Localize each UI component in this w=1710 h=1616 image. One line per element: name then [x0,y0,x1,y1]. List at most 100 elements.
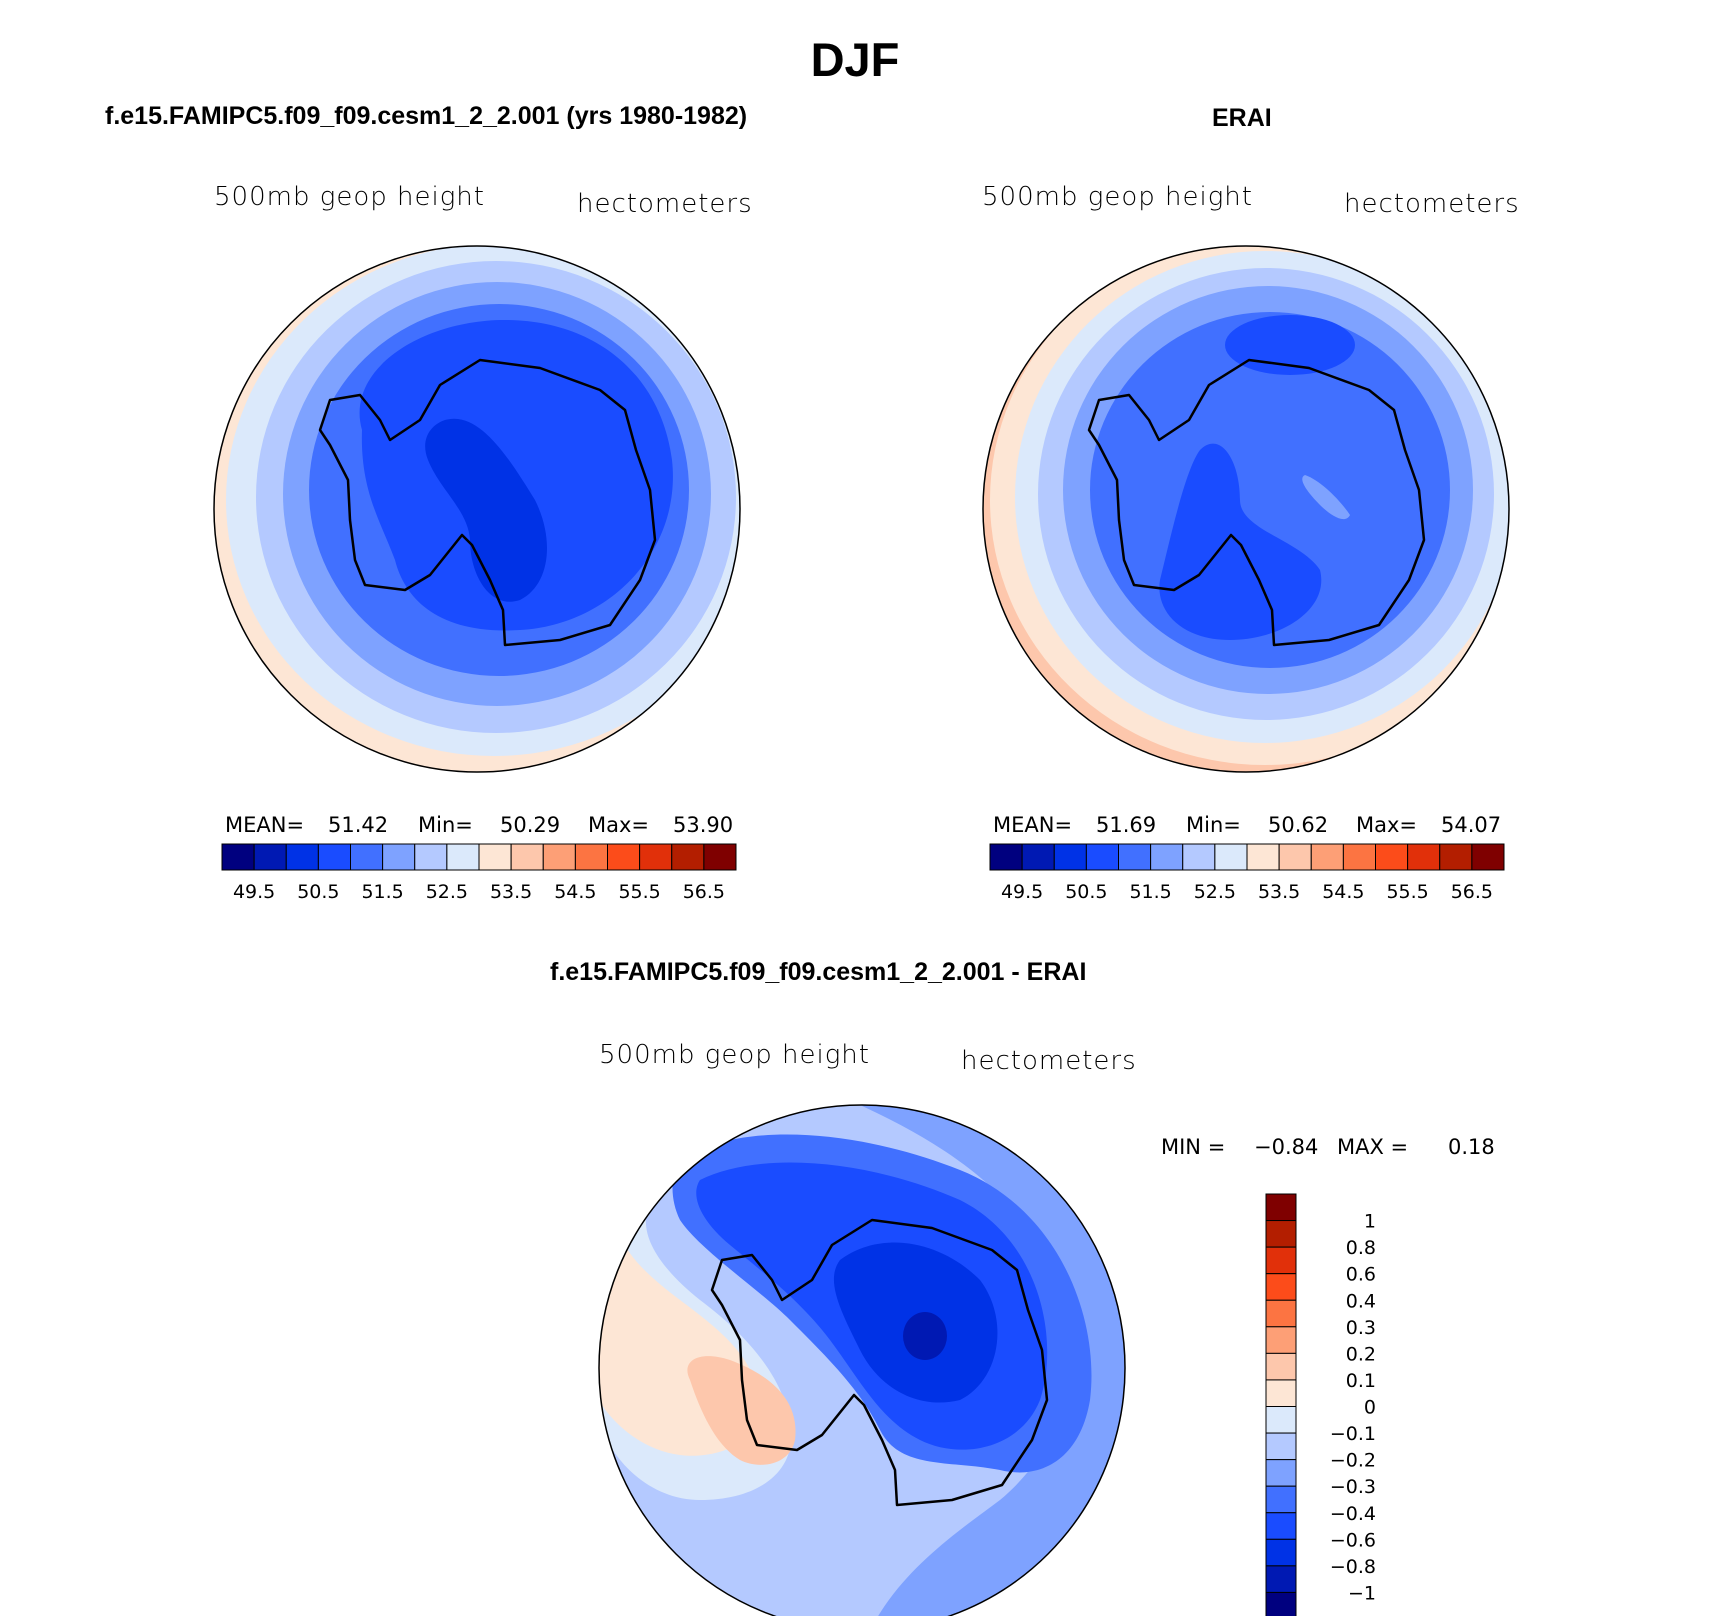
panel3-colorbar-cell-13 [1265,1538,1297,1567]
panel2-antarctica-coastline [1087,358,1426,647]
panel1-min-value: 50.29 [500,813,561,837]
panel3-colorbar-tick-label: 0.6 [1346,1264,1376,1286]
panel2-colorbar-cell-12 [1375,843,1409,871]
panel1-colorbar-cell-8 [478,843,512,871]
panel3-antarctica-coastline [710,1218,1049,1507]
panel1-colorbar-cell-9 [510,843,544,871]
panel3-variable-label: 500mb geop height [599,1040,870,1070]
panel3-field-minus-0-2 [860,1105,1125,1616]
panel3-map-border [598,1104,1126,1616]
panel1-antarctica-coastline [318,358,657,647]
panel1-min-label: Min= [418,813,473,837]
panel2-colorbar-cell-2 [1053,843,1087,871]
panel1-max-label: Max= [588,813,650,837]
panel3-colorbar-tick-label: 0.1 [1346,1370,1376,1392]
panel2-max-label: Max= [1356,813,1418,837]
panel1-colorbar-cell-15 [703,843,737,871]
panel2-colorbar-cell-6 [1182,843,1216,871]
panel2-colorbar-tick-label: 54.5 [1322,881,1364,903]
panel1-colorbar-cell-13 [639,843,673,871]
panel2-variable-label: 500mb geop height [982,182,1253,212]
panel3-colorbar-tick-label: 0.2 [1346,1343,1376,1365]
panel3-colorbar-cell-4 [1265,1299,1297,1328]
panel2-field-50-5-low [1159,443,1322,640]
panel1-colorbar-tick-label: 50.5 [297,881,339,903]
panel3-min-value: −0.84 [1254,1135,1319,1159]
panel2-max-value: 54.07 [1441,813,1502,837]
panel1-map-border [213,245,741,773]
panel1-mean-label: MEAN= [225,813,305,837]
panel1-colorbar-tick-label: 56.5 [683,881,725,903]
panel3-colorbar-tick-label: −0.4 [1330,1503,1376,1525]
panel3-colorbar-cell-2 [1265,1246,1297,1275]
panel3-field-plus-0-1 [687,1356,796,1465]
panel2-colorbar-cell-11 [1342,843,1376,871]
panel1-units-label: hectometers [577,189,753,219]
panel3-colorbar-tick-label: 0.3 [1346,1317,1376,1339]
panel2-colorbar-cell-5 [1150,843,1184,871]
panel2-colorbar-cell-0 [989,843,1023,871]
panel3-colorbar-cell-0 [1265,1193,1297,1222]
panel1-colorbar-tick-label: 53.5 [490,881,532,903]
panel3-colorbar-cell-11 [1265,1485,1297,1514]
panel2-colorbar-cell-1 [1021,843,1055,871]
panel3-max-label: MAX = [1337,1135,1409,1159]
figure-title: DJF [810,33,900,86]
panel1-colorbar-cell-14 [671,843,705,871]
panel3-colorbar-cell-5 [1265,1326,1297,1354]
panel1-max-value: 53.90 [673,813,734,837]
panel1-colorbar-tick-label: 55.5 [618,881,660,903]
panel1-colorbar-cell-0 [221,843,255,871]
panel2-colorbar-tick-label: 50.5 [1065,881,1107,903]
panel2-title: ERAI [1212,104,1272,132]
panel2-colorbar-cell-7 [1214,843,1248,871]
panel3-colorbar-cell-3 [1265,1273,1297,1301]
panel3-colorbar-cell-9 [1265,1432,1297,1461]
panel1-field-min [425,418,547,602]
panel3-field-minimum [903,1312,947,1360]
panel3-colorbar-tick-label: −0.6 [1330,1529,1376,1551]
panel3-colorbar-cell-12 [1265,1512,1297,1540]
panel2-colorbar-tick-label: 53.5 [1258,881,1300,903]
panel2-mean-label: MEAN= [993,813,1073,837]
panel1-colorbar-cell-7 [446,843,480,871]
panel2-colorbar-tick-label: 55.5 [1386,881,1428,903]
panel2-colorbar-cell-13 [1407,843,1441,871]
panel1-colorbar-cell-10 [542,843,576,871]
panel1-colorbar-tick-label: 49.5 [233,881,275,903]
panel3-colorbar-tick-label: −0.3 [1330,1476,1376,1498]
panel3-colorbar-tick-label: 1 [1364,1211,1376,1233]
panel3-colorbar-tick-label: −0.2 [1330,1450,1376,1472]
panel3-colorbar-cell-7 [1265,1379,1297,1407]
panel3-colorbar-cell-8 [1265,1406,1297,1434]
panel3-colorbar-cell-6 [1265,1352,1297,1381]
panel3-colorbar-tick-label: 0.4 [1346,1290,1376,1312]
panel2-map-border [982,245,1510,773]
panel1-variable-label: 500mb geop height [214,182,485,212]
panel3-colorbar-cell-1 [1265,1220,1297,1248]
panel1-colorbar-tick-label: 52.5 [426,881,468,903]
panel3-colorbar-tick-label: −0.1 [1330,1423,1376,1445]
panel2-units-label: hectometers [1344,189,1520,219]
panel2-colorbar-cell-8 [1246,843,1280,871]
panel3-colorbar-cell-15 [1265,1591,1297,1616]
panel1-colorbar-cell-1 [253,843,287,871]
panel1-mean-value: 51.42 [328,813,389,837]
panel2-colorbar-tick-label: 52.5 [1194,881,1236,903]
panel2-colorbar-tick-label: 49.5 [1001,881,1043,903]
panel2-colorbar-tick-label: 56.5 [1451,881,1493,903]
panel1-title: f.e15.FAMIPC5.f09_f09.cesm1_2_2.001 (yrs… [105,102,748,130]
panel3-title: f.e15.FAMIPC5.f09_f09.cesm1_2_2.001 - ER… [550,958,1087,986]
panel3-colorbar-tick-label: 0.8 [1346,1237,1376,1259]
panel3-colorbar-cell-10 [1265,1459,1297,1487]
panel3-units-label: hectometers [961,1046,1137,1076]
panel1-colorbar-tick-label: 51.5 [361,881,403,903]
panel2-min-label: Min= [1186,813,1241,837]
panel3-min-label: MIN = [1161,1135,1226,1159]
panel2-field-high-spot [1302,475,1350,520]
panel3-max-value: 0.18 [1448,1135,1495,1159]
